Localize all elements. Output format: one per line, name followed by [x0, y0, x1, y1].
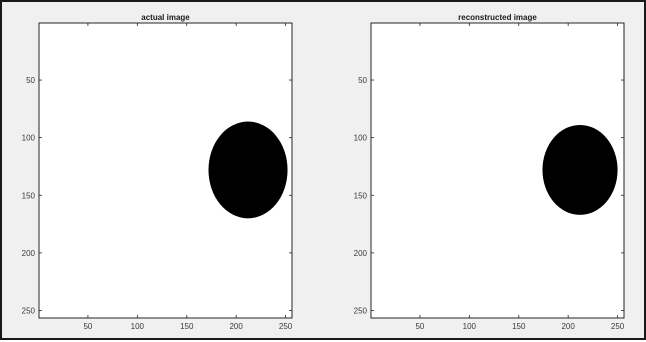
image-panel-1: 50 100 150 200 250 50 100 150 200 250 actual image [22, 13, 293, 331]
x-tick-label: 150 [180, 322, 194, 331]
x-tick-label: 200 [229, 322, 243, 331]
y-tick-label: 200 [354, 249, 368, 258]
y-tick-label: 50 [358, 76, 367, 85]
y-tick-label: 150 [354, 191, 368, 200]
y-tick-label: 100 [354, 134, 368, 143]
x-tick-label: 100 [131, 322, 145, 331]
y-tick-label: 100 [22, 134, 36, 143]
panel-title: reconstructed image [458, 13, 537, 22]
axes-frame [38, 22, 293, 319]
x-tick-label: 200 [561, 322, 575, 331]
axes-frame [370, 22, 625, 319]
dark-blob [542, 124, 618, 215]
image-panel-2: 50 100 150 200 250 50 100 150 200 250 reconstructe… [354, 13, 625, 331]
x-tick-label: 50 [83, 322, 92, 331]
y-tick-label: 200 [22, 249, 36, 258]
dark-blob [208, 121, 288, 219]
x-tick-label: 100 [463, 322, 477, 331]
panel-title: actual image [141, 13, 190, 22]
y-tick-label: 250 [22, 307, 36, 316]
y-tick-label: 250 [354, 307, 368, 316]
x-tick-label: 150 [512, 322, 526, 331]
x-tick-label: 50 [415, 322, 424, 331]
y-tick-label: 150 [22, 191, 36, 200]
y-tick-label: 50 [26, 76, 35, 85]
x-tick-label: 250 [279, 322, 293, 331]
x-tick-label: 250 [611, 322, 625, 331]
